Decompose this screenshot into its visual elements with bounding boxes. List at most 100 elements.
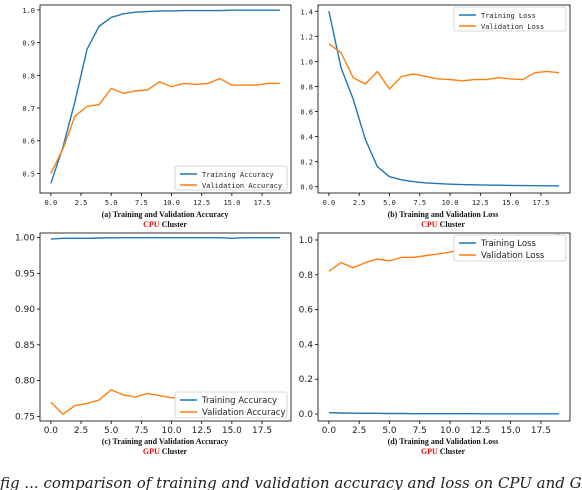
caption-b: (b) Training and Validation Loss [387,210,499,219]
x-tick-label: 5.0 [105,199,118,207]
y-tick-label: 0.6 [300,109,313,117]
y-tick-label: 0.7 [22,105,35,113]
x-tick-label: 0.0 [44,426,59,436]
series-line-training [328,411,560,415]
series-line-training [50,236,281,240]
legend-label: Training Loss [480,239,536,249]
x-tick-label: 12.5 [193,199,210,207]
x-tick-label: 7.5 [134,426,148,436]
series-line-validation [328,43,560,90]
x-tick-label: 10.0 [163,199,180,207]
series-line-training [50,9,281,184]
cluster-highlight-c: GPU [142,447,160,456]
y-tick-label: 0.0 [299,410,314,420]
legend-label: Validation Loss [481,23,544,31]
x-tick-label: 5.0 [383,199,396,207]
legend-b: Training Loss Validation Loss [453,6,567,32]
y-tick-label: 0.5 [22,170,35,178]
legend-box [453,234,567,262]
x-tick-label: 0.0 [45,199,58,207]
caption-a: (a) Training and Validation Accuracy [101,210,229,219]
cluster-label-c: GPU Cluster [40,447,290,457]
cluster-label-d: GPU Cluster [318,447,568,457]
x-tick-label: 15.0 [223,199,240,207]
legend-a: Training Accuracy Validation Accuracy [174,165,288,191]
cluster-highlight-d: GPU [420,447,438,456]
x-tick-label: 10.0 [440,426,460,436]
x-tick-label: 7.5 [413,426,427,436]
x-tick-label: 7.5 [135,199,148,207]
plot-frame-a [39,4,292,194]
legend-label: Training Accuracy [202,171,274,179]
cluster-rest-d: Cluster [439,447,466,456]
x-tick-label: 17.5 [531,426,551,436]
x-tick-label: 17.5 [254,199,271,207]
series-line-validation [50,77,281,174]
legend-box [174,165,288,191]
cluster-rest-b: Cluster [439,220,465,229]
y-tick-label: 0.2 [300,159,313,167]
y-tick-label: 0.8 [22,72,35,80]
chart-a: 0.0 2.5 5.0 7.5 10.0 12.5 15.0 17.5 0.5 0.6 0.7 0.8… [22,4,292,207]
x-tick-label: 2.5 [75,199,88,207]
y-tick-label: 0.95 [15,269,35,279]
x-tick-label: 17.5 [532,199,549,207]
cluster-label-a: CPU Cluster [40,220,290,230]
x-tick-label: 7.5 [413,199,426,207]
y-tick-label: 1.2 [300,33,313,41]
x-tick-label: 15.0 [222,426,242,436]
x-tick-label: 12.5 [470,426,490,436]
y-tick-label: 0.85 [15,341,35,351]
y-tick-label: 1.4 [300,8,313,16]
x-tick-label: 2.5 [353,199,366,207]
y-tick-label: 0.90 [15,305,35,315]
x-tick-label: 5.0 [104,426,119,436]
x-tick-label: 15.0 [501,426,521,436]
x-tick-label: 10.0 [442,199,459,207]
plot-frame-d [317,232,571,422]
x-tick-label: 12.5 [472,199,489,207]
plot-frame-b [317,4,571,194]
cluster-label-b: CPU Cluster [318,220,568,230]
cluster-highlight-a: CPU [143,220,160,229]
x-tick-label: 17.5 [252,426,272,436]
x-tick-label: 2.5 [352,426,366,436]
y-tick-label: 1.00 [15,234,35,244]
y-tick-label: 1.0 [22,7,35,15]
y-tick-label: 0.6 [299,306,314,316]
caption-d: (d) Training and Validation Loss [387,437,499,446]
series-line-training [328,11,560,187]
y-tick-label: 0.2 [299,375,313,385]
y-tick-label: 1.0 [299,236,314,246]
legend-label: Training Loss [481,12,536,20]
caption-c: (c) Training and Validation Accuracy [101,437,229,446]
y-tick-label: 0.75 [15,412,35,422]
y-tick-label: 0.4 [299,340,314,350]
x-tick-label: 12.5 [192,426,212,436]
y-tick-label: 0.4 [300,134,313,142]
cluster-rest-a: Cluster [161,220,187,229]
chart-b: 0.0 2.5 5.0 7.5 10.0 12.5 15.0 17.5 0.0 0.2 0.4 0.6… [300,4,571,207]
x-tick-label: 2.5 [74,426,88,436]
y-tick-label: 0.0 [300,184,313,192]
legend-d: Training Loss Validation Loss [453,234,567,262]
legend-box [174,391,288,419]
y-tick-label: 0.9 [22,40,35,48]
y-tick-label: 0.6 [22,138,35,146]
x-tick-label: 0.0 [323,199,336,207]
y-tick-label: 0.80 [15,377,35,387]
legend-c: Training Accuracy Validation Accuracy [174,391,288,419]
figure-caption-text: fig ... comparison of training and valid… [0,476,582,490]
chart-d: 0.0 2.5 5.0 7.5 10.0 12.5 15.0 17.5 0.0 0.2 0.4 0.6… [299,232,571,436]
legend-label: Training Accuracy [201,396,277,406]
legend-box [453,6,567,32]
legend-label: Validation Accuracy [202,408,285,418]
x-tick-label: 0.0 [322,426,337,436]
chart-c: 0.0 2.5 5.0 7.5 10.0 12.5 15.0 17.5 0.75 0.80 0.85… [15,232,292,436]
x-tick-label: 5.0 [382,426,397,436]
y-tick-label: 0.8 [299,271,314,281]
cluster-highlight-b: CPU [421,220,438,229]
x-tick-label: 10.0 [162,426,182,436]
y-tick-label: 1.0 [300,58,313,66]
